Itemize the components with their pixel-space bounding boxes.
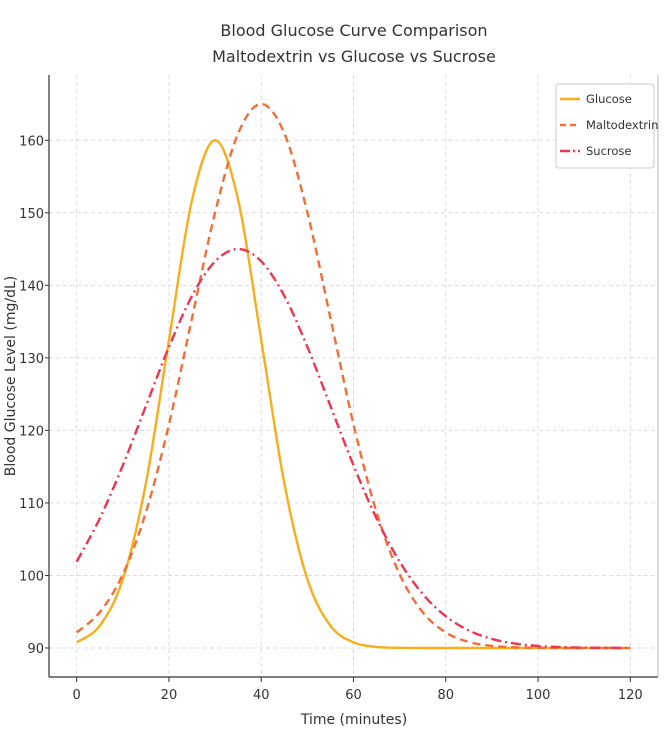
y-tick-label: 120: [19, 424, 44, 439]
y-tick-label: 140: [19, 279, 44, 294]
x-tick-label: 80: [437, 688, 454, 703]
x-tick-label: 100: [526, 688, 551, 703]
legend-label: Glucose: [586, 92, 632, 106]
x-tick-label: 40: [253, 688, 270, 703]
y-tick-label: 110: [19, 497, 44, 512]
axes: 0 20 40 60 80 100 120 90 100 110 120 130 140 150 160: [19, 75, 659, 703]
legend-box: [555, 83, 655, 169]
x-tick-label: 60: [345, 688, 362, 703]
x-tick-label: 20: [161, 688, 178, 703]
x-axis-label: Time (minutes): [300, 712, 407, 728]
series-line-maltodextrin: [75, 102, 631, 650]
chart-subtitle: Maltodextrin vs Glucose vs Sucrose: [212, 47, 496, 66]
series-group: [75, 102, 631, 650]
y-tick-label: 100: [19, 569, 44, 584]
legend-label: Maltodextrin: [586, 118, 658, 132]
legend: Glucose Maltodextrin Sucrose: [555, 83, 658, 169]
x-tick-label: 0: [73, 688, 81, 703]
y-tick-label: 160: [19, 134, 44, 149]
y-tick-label: 90: [27, 642, 44, 657]
series-line-sucrose: [75, 247, 631, 650]
legend-label: Sucrose: [586, 144, 632, 158]
y-tick-label: 130: [19, 352, 44, 367]
y-tick-label: 150: [19, 207, 44, 222]
chart-title: Blood Glucose Curve Comparison: [220, 21, 487, 40]
x-tick-label: 120: [618, 688, 643, 703]
y-axis-label: Blood Glucose Level (mg/dL): [3, 276, 19, 476]
